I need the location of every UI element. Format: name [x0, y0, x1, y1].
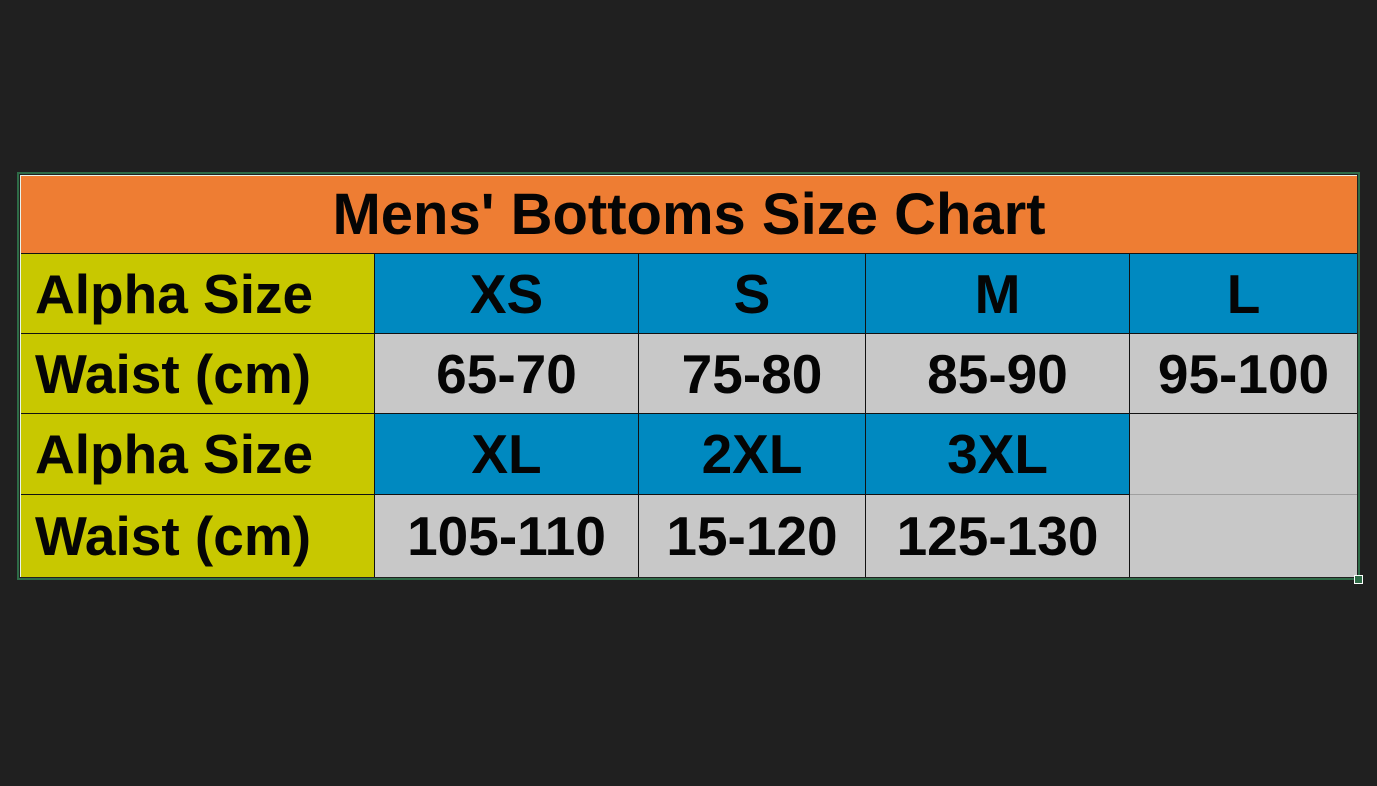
size-cell: M [866, 254, 1130, 334]
waist-cell: 15-120 [639, 495, 866, 577]
row-label-alpha-size: Alpha Size [21, 414, 375, 495]
row-label-waist: Waist (cm) [21, 334, 375, 414]
size-cell: XS [375, 254, 639, 334]
empty-cell [1130, 414, 1357, 495]
waist-cell: 85-90 [866, 334, 1130, 414]
size-cell: 3XL [866, 414, 1130, 495]
waist-cell: 105-110 [375, 495, 639, 577]
size-cell: S [639, 254, 866, 334]
waist-cell: 125-130 [866, 495, 1130, 577]
size-cell: XL [375, 414, 639, 495]
size-cell: L [1130, 254, 1357, 334]
waist-cell: 65-70 [375, 334, 639, 414]
size-chart-table: Mens' Bottoms Size Chart Alpha Size XS S… [21, 176, 1357, 577]
row-label-waist: Waist (cm) [21, 495, 375, 577]
waist-cell: 75-80 [639, 334, 866, 414]
table-title: Mens' Bottoms Size Chart [21, 176, 1357, 254]
size-cell: 2XL [639, 414, 866, 495]
waist-cell: 95-100 [1130, 334, 1357, 414]
fill-handle[interactable] [1354, 575, 1363, 584]
empty-cell [1130, 495, 1357, 577]
row-label-alpha-size: Alpha Size [21, 254, 375, 334]
